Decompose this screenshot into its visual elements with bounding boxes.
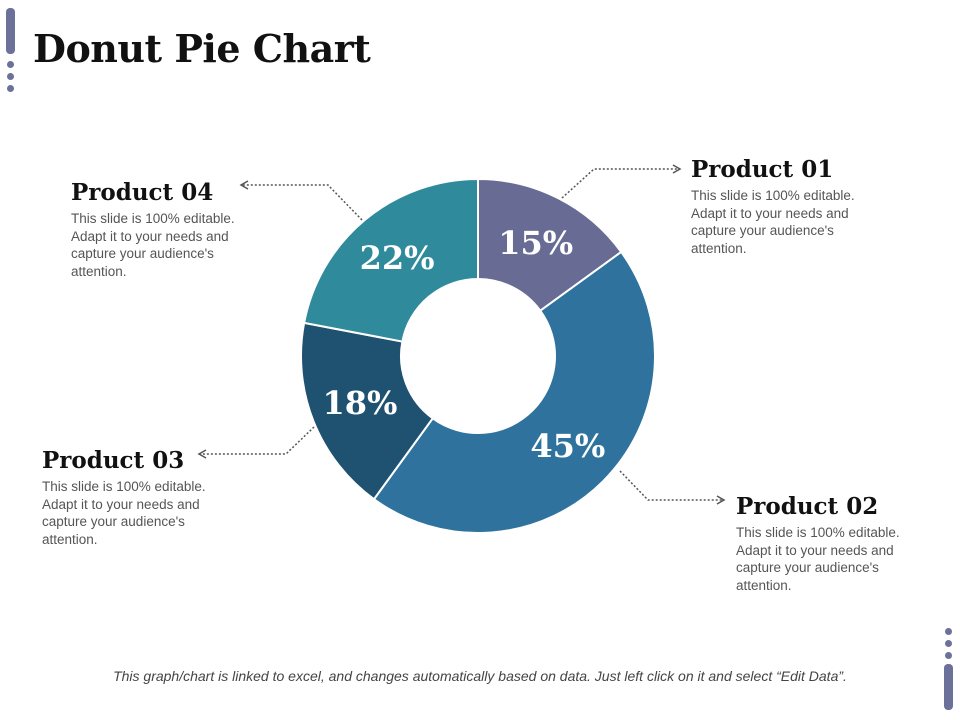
- right-accent-bar: [944, 664, 953, 710]
- footer-note: This graph/chart is linked to excel, and…: [113, 668, 847, 684]
- callout-product-02: Product 02 This slide is 100% editable. …: [736, 493, 908, 594]
- left-accent-dot: [7, 73, 14, 80]
- callout-title: Product 04: [71, 179, 214, 206]
- connector-product-04: [239, 180, 363, 221]
- slice-labels: 15% 45% 18% 22%: [322, 224, 605, 465]
- callout-description: This slide is 100% editable. Adapt it to…: [736, 525, 900, 593]
- right-accent-dot: [945, 628, 952, 635]
- connector-product-03: [197, 426, 315, 459]
- page-title: Donut Pie Chart: [33, 26, 371, 71]
- callout-product-01: Product 01 This slide is 100% editable. …: [691, 156, 863, 257]
- connector-product-01: [561, 164, 682, 199]
- callout-title: Product 01: [691, 156, 834, 183]
- left-accent-dot: [7, 61, 14, 68]
- right-accent-dot: [945, 640, 952, 647]
- callout-title: Product 02: [736, 493, 879, 520]
- callout-connectors: [197, 164, 726, 505]
- callout-title: Product 03: [42, 447, 185, 474]
- left-accent-dot: [7, 85, 14, 92]
- connector-product-02: [619, 470, 726, 505]
- right-accent-dot: [945, 652, 952, 659]
- callout-product-03: Product 03 This slide is 100% editable. …: [42, 447, 214, 548]
- donut-slice-product-03[interactable]: [300, 321, 435, 501]
- slice-label-product-01: 15%: [498, 224, 573, 262]
- callout-description: This slide is 100% editable. Adapt it to…: [71, 211, 235, 279]
- slice-label-product-04: 22%: [360, 239, 435, 277]
- callout-description: This slide is 100% editable. Adapt it to…: [42, 479, 206, 547]
- slice-label-product-02: 45%: [530, 427, 605, 465]
- callout-product-04: Product 04 This slide is 100% editable. …: [71, 179, 243, 280]
- donut-slices: [300, 177, 656, 534]
- left-accent-bar: [6, 8, 15, 54]
- slice-label-product-03: 18%: [322, 384, 397, 422]
- callout-description: This slide is 100% editable. Adapt it to…: [691, 188, 855, 256]
- donut-slice-product-02[interactable]: [372, 250, 656, 534]
- donut-slice-product-04[interactable]: [302, 177, 479, 343]
